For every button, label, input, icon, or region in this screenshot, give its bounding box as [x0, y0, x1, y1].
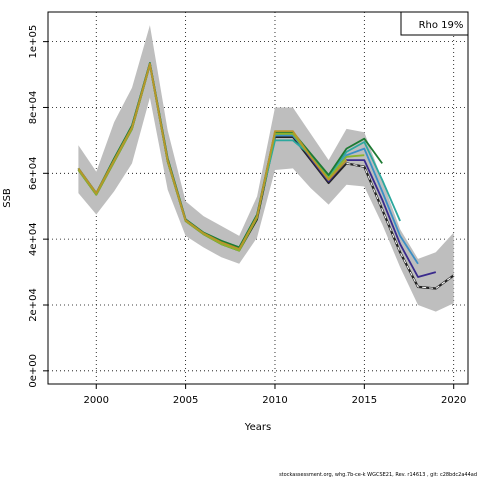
series-line-dashed-base: [346, 162, 455, 290]
y-tick-label: 0e+00: [28, 354, 39, 388]
y-tick-label: 2e+04: [28, 288, 39, 322]
x-tick-label: 2015: [352, 395, 377, 406]
x-tick-label: 2000: [84, 395, 109, 406]
confidence-band-area: [78, 25, 454, 312]
y-tick-label: 4e+04: [28, 222, 39, 256]
y-tick-label: 6e+04: [28, 156, 39, 190]
axes: 2000 2005 2010 2015 2020 0e+00 2e+04 4e+04 6e+04…: [28, 25, 466, 406]
footer-credit: stockassessment.org, whg.7b-ce-k WGCSE21…: [279, 472, 477, 478]
x-axis-label: Years: [244, 422, 271, 433]
y-tick-label: 1e+05: [28, 25, 39, 59]
x-tick-label: 2020: [441, 395, 466, 406]
x-tick-label: 2005: [173, 395, 198, 406]
y-tick-label: 8e+04: [28, 91, 39, 125]
confidence-band: [78, 25, 454, 312]
legend-box: Rho 19%: [400, 11, 469, 36]
x-tick-label: 2010: [262, 395, 287, 406]
plot-border: [47, 11, 469, 385]
legend-text: Rho 19%: [419, 20, 464, 31]
series-lines: [77, 62, 455, 290]
y-axis-label: SSB: [2, 188, 13, 208]
series-line-7: [77, 62, 348, 250]
